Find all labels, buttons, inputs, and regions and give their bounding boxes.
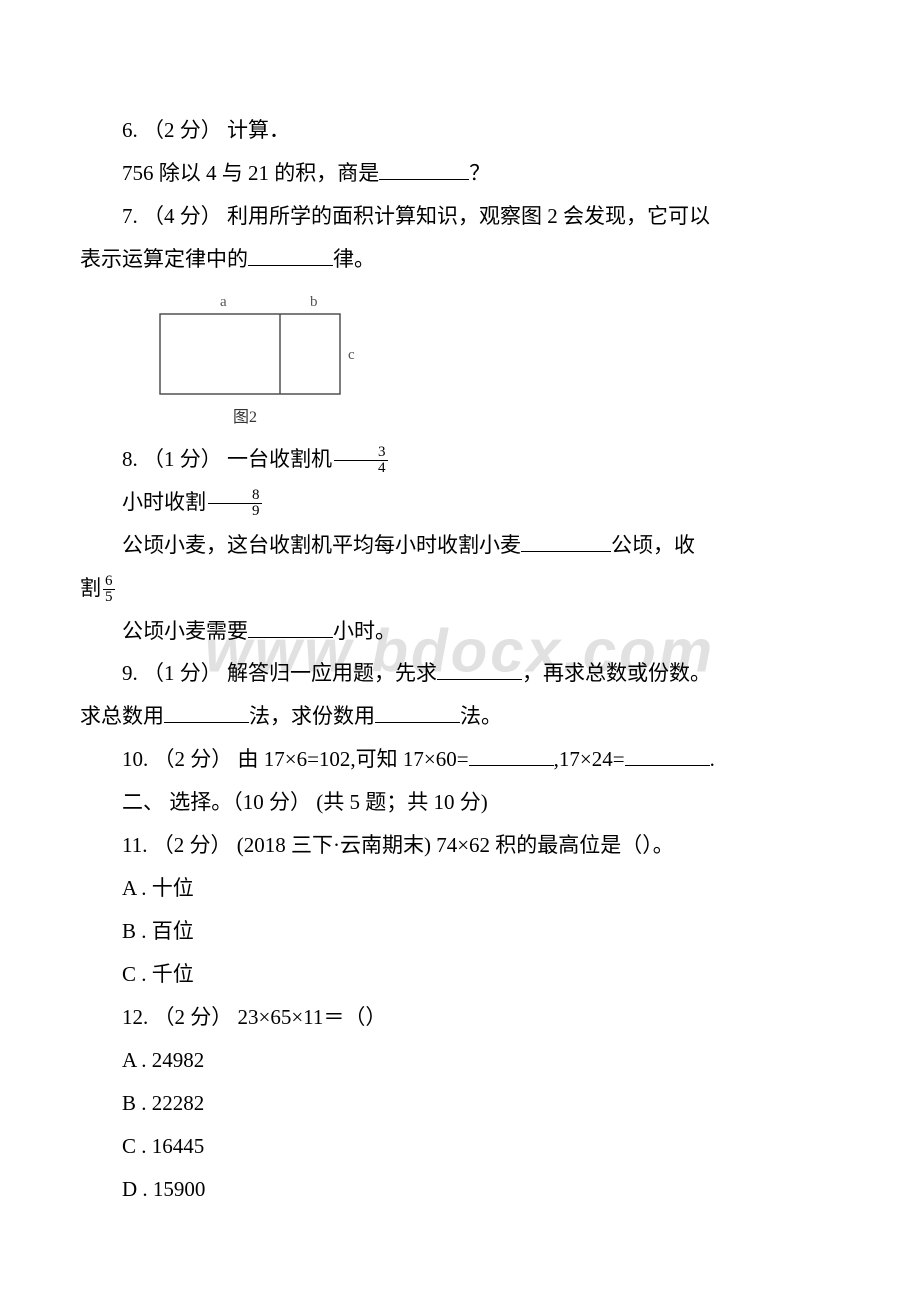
q10-line: 10. （2 分） 由 17×6=102,可知 17×60= ,17×24=. xyxy=(80,739,840,780)
q12-option-a: A . 24982 xyxy=(80,1040,840,1081)
fig-caption: 图2 xyxy=(233,409,257,426)
section2-heading: 二、 选择。（10 分） (共 5 题；共 10 分) xyxy=(80,782,840,823)
q9-cont-mid: 法，求份数用 xyxy=(249,704,375,728)
q8-line1: 8. （1 分） 一台收割机34 xyxy=(80,439,840,480)
q10-mid: ,17×24= xyxy=(554,747,625,771)
frac-den: 4 xyxy=(334,461,388,477)
q8-l3-cont: 割 xyxy=(80,576,101,600)
q12-stem: 12. （2 分） 23×65×11＝（） xyxy=(80,997,840,1038)
q11-option-a: A . 十位 xyxy=(80,868,840,909)
q9-blank2 xyxy=(164,700,249,723)
q10-blank1 xyxy=(469,743,554,766)
q7-cont-pre: 表示运算定律中的 xyxy=(80,247,248,271)
label-c: c xyxy=(348,347,355,363)
q9-line2: 求总数用 法，求份数用 法。 xyxy=(80,696,840,737)
q12-option-d: D . 15900 xyxy=(80,1169,840,1210)
q8-line4: 公顷小麦需要 小时。 xyxy=(80,611,840,652)
q8-l2-pre: 小时收割 xyxy=(122,490,206,514)
frac-6-5: 65 xyxy=(103,574,115,607)
q8-line2: 小时收割89 xyxy=(80,482,840,523)
frac-num: 8 xyxy=(208,488,262,505)
q8-l4-post: 小时。 xyxy=(333,619,396,643)
q10-blank2 xyxy=(625,743,710,766)
q11-option-b: B . 百位 xyxy=(80,911,840,952)
q7-cont-post: 律。 xyxy=(333,247,375,271)
q7-blank xyxy=(248,243,333,266)
q7-figure: a b c 图2 xyxy=(145,292,840,427)
figure-svg: a b c 图2 xyxy=(145,292,375,427)
q6-header: 6. （2 分） 计算． xyxy=(80,110,840,151)
q8-line3b: 割65 xyxy=(80,568,840,609)
q6-body-pre: 756 除以 4 与 21 的积，商是 xyxy=(122,161,379,185)
q9-blank3 xyxy=(375,700,460,723)
q10-post: . xyxy=(710,747,715,771)
page-content: 6. （2 分） 计算． 756 除以 4 与 21 的积，商是 ？ 7. （4 … xyxy=(80,110,840,1210)
frac-den: 9 xyxy=(208,504,262,520)
frac-den: 5 xyxy=(103,590,115,606)
label-a: a xyxy=(220,294,227,310)
q12-option-b: B . 22282 xyxy=(80,1083,840,1124)
q8-blank2 xyxy=(248,614,333,637)
q9-cont-post: 法。 xyxy=(460,704,502,728)
q9-line1: 9. （1 分） 解答归一应用题，先求 ，再求总数或份数。 xyxy=(80,653,840,694)
label-b: b xyxy=(310,294,318,310)
frac-8-9: 89 xyxy=(208,488,262,521)
q7-line2: 表示运算定律中的 律。 xyxy=(80,239,840,280)
q8-l3-pre: 公顷小麦，这台收割机平均每小时收割小麦 xyxy=(122,533,521,557)
q8-line3: 公顷小麦，这台收割机平均每小时收割小麦 公顷，收 xyxy=(80,525,840,566)
rect-outer xyxy=(160,314,340,394)
q6-body: 756 除以 4 与 21 的积，商是 ？ xyxy=(80,153,840,194)
q6-blank xyxy=(379,157,469,180)
q9-pre: 9. （1 分） 解答归一应用题，先求 xyxy=(122,661,437,685)
q8-l4-pre: 公顷小麦需要 xyxy=(122,619,248,643)
q9-blank1 xyxy=(437,657,522,680)
frac-num: 6 xyxy=(103,574,115,591)
q12-option-c: C . 16445 xyxy=(80,1126,840,1167)
q8-blank1 xyxy=(521,529,611,552)
frac-3-4: 34 xyxy=(334,445,388,478)
q9-mid: ，再求总数或份数。 xyxy=(522,661,711,685)
q11-option-c: C . 千位 xyxy=(80,954,840,995)
q7-line1: 7. （4 分） 利用所学的面积计算知识，观察图 2 会发现，它可以 xyxy=(80,196,840,237)
q8-l3-mid: 公顷，收 xyxy=(611,533,695,557)
q11-stem: 11. （2 分） (2018 三下·云南期末) 74×62 积的最高位是（）。 xyxy=(80,825,840,866)
q10-pre: 10. （2 分） 由 17×6=102,可知 17×60= xyxy=(122,747,469,771)
q9-cont-pre: 求总数用 xyxy=(80,704,164,728)
q8-l1-pre: 8. （1 分） 一台收割机 xyxy=(122,447,332,471)
frac-num: 3 xyxy=(334,445,388,462)
q6-body-post: ？ xyxy=(469,161,490,185)
